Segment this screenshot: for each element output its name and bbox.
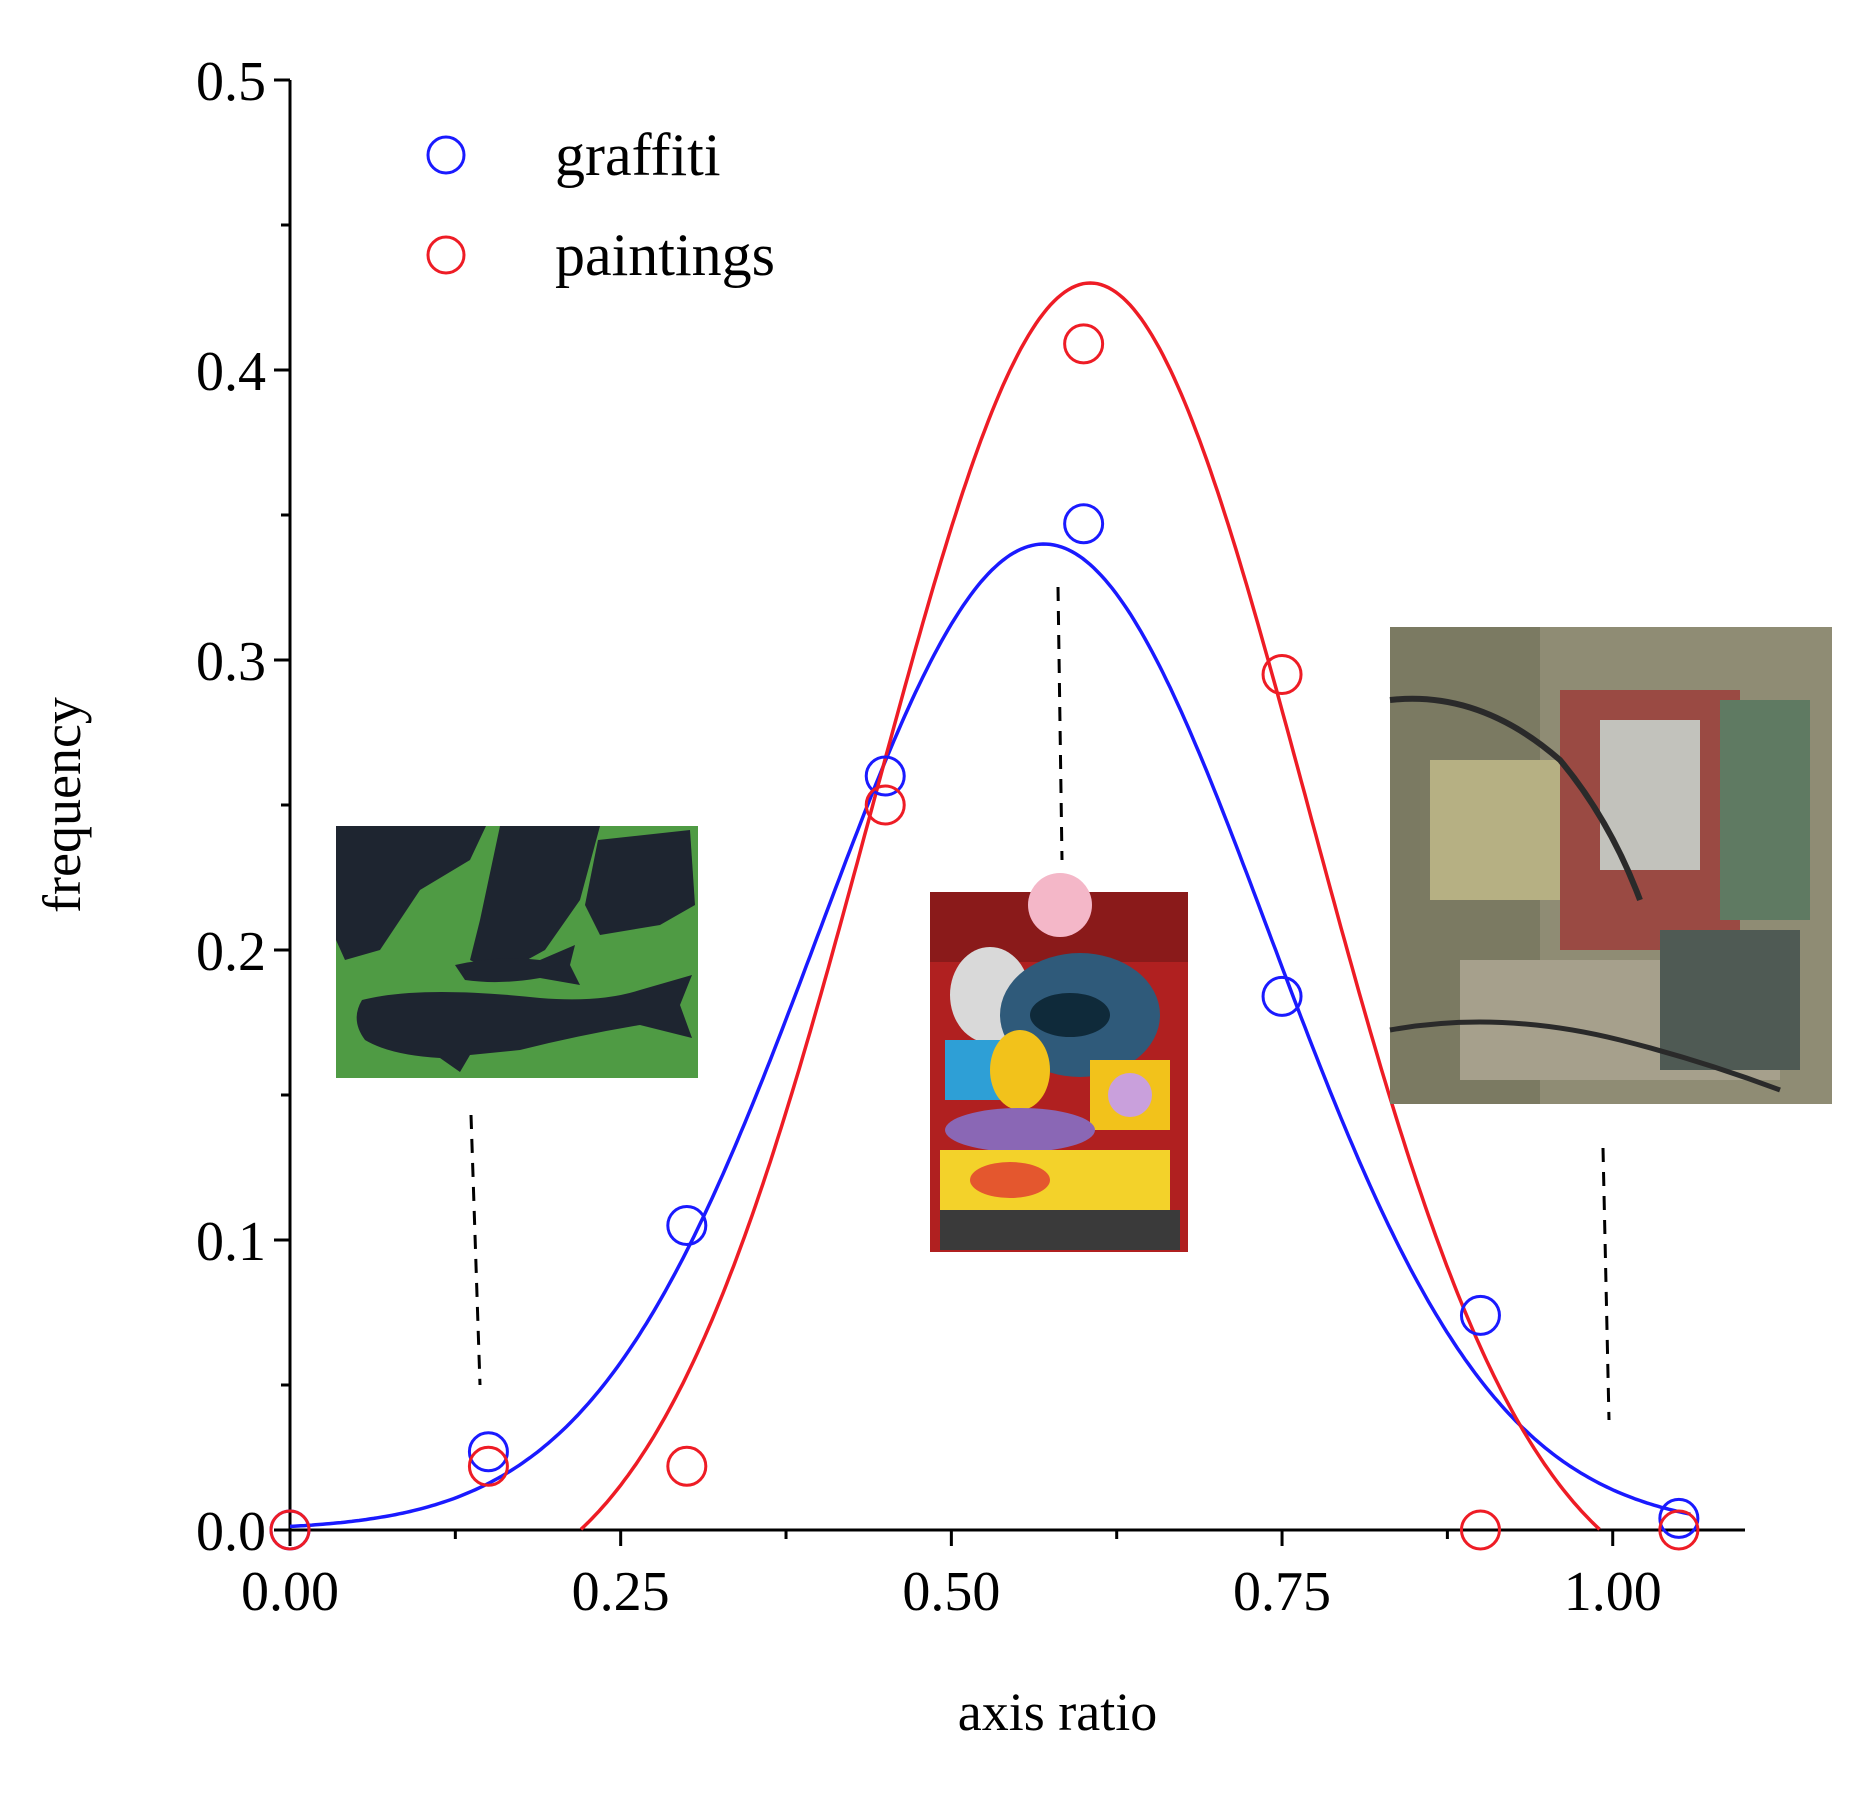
y-tick-label: 0.1	[196, 1211, 266, 1273]
legend-marker-graffiti	[426, 135, 466, 175]
paintings-fit-curve	[579, 281, 1601, 1531]
paintings-data-point	[467, 1445, 509, 1487]
y-tick-label: 0.5	[196, 51, 266, 113]
data-points	[269, 323, 1700, 1551]
graffiti-data-point	[467, 1431, 509, 1473]
graffiti-data-point	[1063, 503, 1105, 545]
paintings-data-point	[864, 784, 906, 826]
whale-painting-thumbnail	[336, 826, 698, 1078]
x-tick-label: 0.25	[572, 1561, 670, 1623]
graffiti-data-point	[1658, 1497, 1700, 1539]
legend: graffiti paintings	[426, 122, 775, 288]
graffiti-data-point	[666, 1205, 708, 1246]
graffiti-fit-curve	[289, 542, 1691, 1529]
legend-marker-paintings	[426, 235, 466, 275]
abstract-leader-line	[1601, 1147, 1611, 1421]
graffiti-data-point	[1261, 975, 1303, 1017]
x-ticks: 0.00 0.25 0.50 0.75 1.00	[241, 1530, 1662, 1623]
x-axis-label: axis ratio	[958, 1682, 1157, 1742]
paintings-data-point	[1063, 323, 1105, 365]
whale-leader-line	[469, 1114, 482, 1386]
paintings-data-point	[666, 1445, 708, 1487]
y-tick-label: 0.0	[196, 1501, 266, 1563]
graffiti-data-point	[864, 755, 906, 797]
y-tick-label: 0.3	[196, 631, 266, 693]
x-tick-label: 0.00	[241, 1561, 339, 1623]
y-tick-label: 0.2	[196, 921, 266, 983]
x-tick-label: 0.50	[902, 1561, 1000, 1623]
paintings-data-point	[269, 1509, 311, 1551]
paintings-data-point	[1459, 1509, 1501, 1551]
legend-label-graffiti: graffiti	[555, 122, 721, 188]
legend-label-paintings: paintings	[555, 222, 775, 288]
y-axis-label: frequency	[32, 697, 92, 913]
paintings-data-point	[1658, 1509, 1700, 1551]
paintings-data-point	[1261, 654, 1303, 695]
y-tick-label: 0.4	[196, 341, 266, 403]
x-tick-label: 0.75	[1233, 1561, 1331, 1623]
graffiti-leader-line	[1056, 586, 1064, 861]
y-ticks: 0.0 0.1 0.2 0.3 0.4 0.5	[196, 51, 290, 1563]
abstract-painting-thumbnail	[1389, 627, 1832, 1104]
graffiti-data-point	[1459, 1294, 1501, 1336]
graffiti-mural-thumbnail	[930, 873, 1188, 1252]
x-tick-label: 1.00	[1564, 1561, 1662, 1623]
fit-curves	[289, 281, 1691, 1531]
